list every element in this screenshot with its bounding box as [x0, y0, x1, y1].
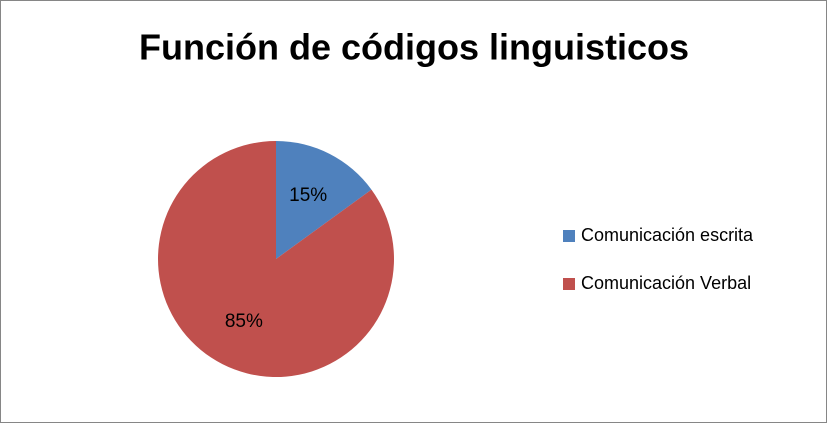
chart-title: Función de códigos linguisticos: [139, 27, 689, 68]
data-label: 85%: [225, 311, 263, 332]
legend-swatch: [563, 278, 575, 290]
pie-slice: [276, 141, 372, 259]
legend-label: Comunicación Verbal: [581, 273, 751, 293]
data-label: 15%: [289, 185, 327, 206]
legend-label: Comunicación escrita: [581, 225, 754, 245]
legend-swatch: [563, 230, 575, 242]
pie-slice: [158, 141, 395, 377]
